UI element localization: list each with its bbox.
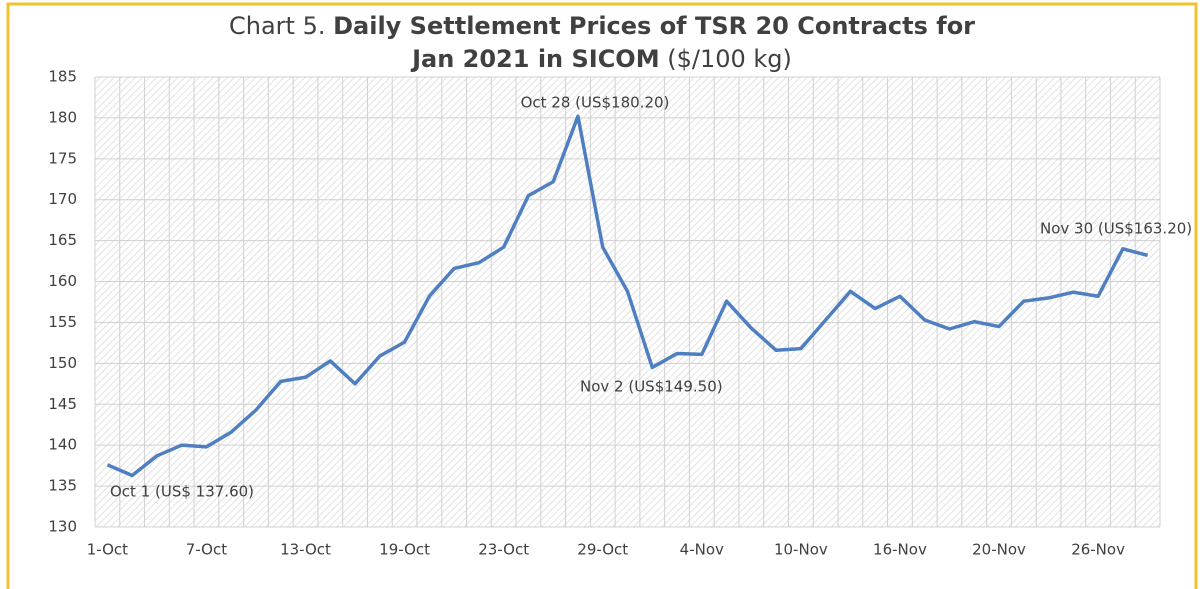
x-tick-label: 20-Nov — [972, 541, 1026, 559]
y-tick-label: 175 — [48, 149, 77, 167]
x-tick-label: 26-Nov — [1071, 541, 1125, 559]
x-tick-label: 10-Nov — [774, 541, 828, 559]
annotation: Nov 30 (US$163.20) — [1040, 220, 1192, 238]
annotation: Oct 28 (US$180.20) — [521, 94, 670, 112]
x-tick-label: 4-Nov — [680, 541, 724, 559]
title-part: Chart 5. — [229, 12, 325, 40]
y-tick-label: 150 — [48, 354, 77, 372]
y-tick-label: 180 — [48, 108, 77, 126]
series-line — [106, 114, 1149, 478]
x-tick-label: 29-Oct — [577, 541, 628, 559]
x-tick-label: 19-Oct — [379, 541, 430, 559]
title-part: ($/100 kg) — [667, 45, 792, 73]
frame — [6, 2, 1198, 589]
y-tick-label: 135 — [48, 477, 77, 495]
x-tick-label: 23-Oct — [478, 541, 529, 559]
x-tick-label: 7-Oct — [186, 541, 227, 559]
annotation: Nov 2 (US$149.50) — [580, 378, 723, 396]
title-part: Jan 2021 in SICOM — [410, 45, 660, 73]
annotation: Oct 1 (US$ 137.60) — [110, 483, 254, 501]
chart-title: Chart 5. Daily Settlement Prices of TSR … — [229, 12, 975, 40]
y-tick-label: 130 — [48, 518, 77, 536]
title-part: Daily Settlement Prices of TSR 20 Contra… — [333, 12, 975, 40]
x-tick-label: 1-Oct — [87, 541, 128, 559]
plot-area — [95, 77, 1160, 527]
y-tick-label: 145 — [48, 395, 77, 413]
y-tick-label: 155 — [48, 313, 77, 331]
y-tick-label: 185 — [48, 68, 77, 86]
x-tick-label: 13-Oct — [280, 541, 331, 559]
chart-title: Jan 2021 in SICOM ($/100 kg) — [410, 45, 792, 73]
y-tick-label: 160 — [48, 272, 77, 290]
y-tick-label: 165 — [48, 231, 77, 249]
y-tick-label: 140 — [48, 436, 77, 454]
y-tick-label: 170 — [48, 190, 77, 208]
x-tick-label: 16-Nov — [873, 541, 927, 559]
